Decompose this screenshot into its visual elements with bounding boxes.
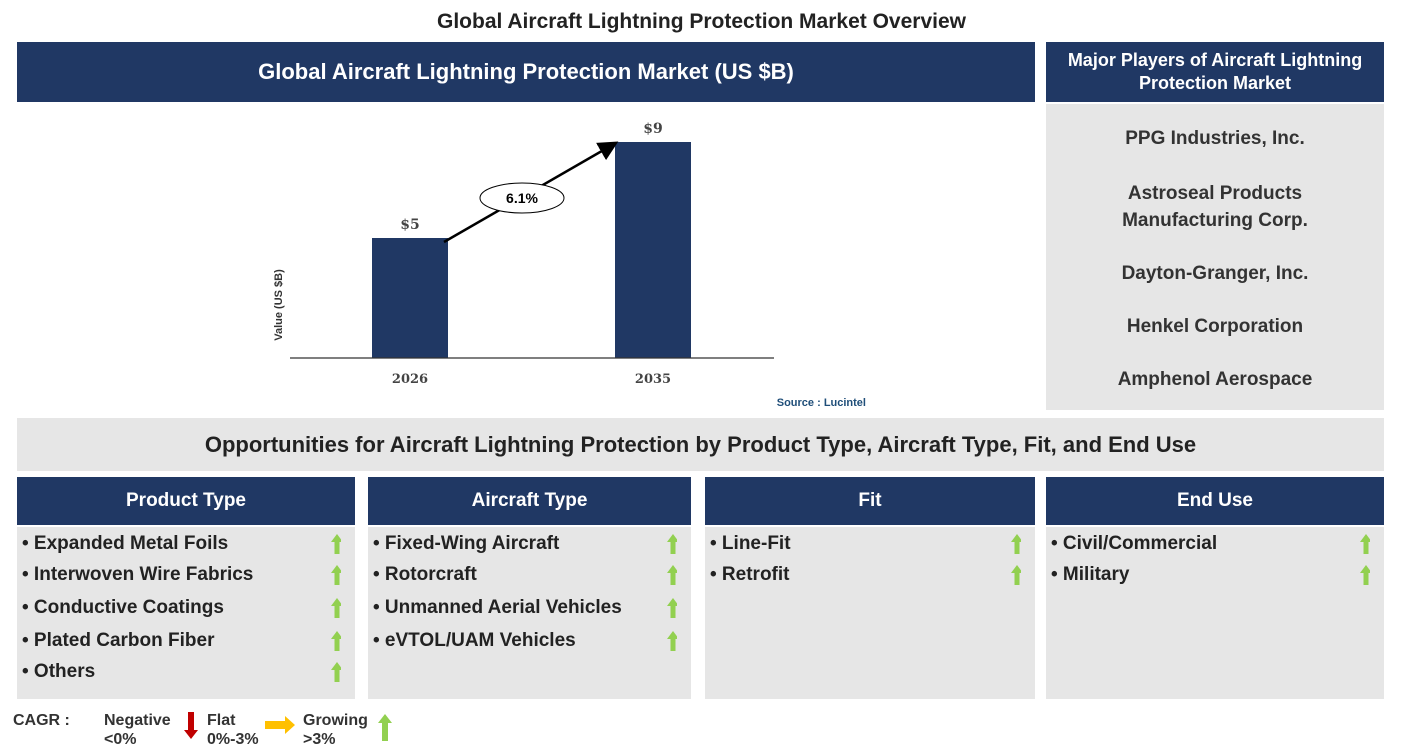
source-label: Source : Lucintel bbox=[777, 397, 866, 409]
arrow-up-green-icon bbox=[378, 714, 392, 741]
segment-item: • Interwoven Wire Fabrics bbox=[22, 564, 254, 585]
data-label: $9 bbox=[643, 121, 662, 137]
segment-item: • Retrofit bbox=[710, 564, 790, 585]
legend-cagr-label: CAGR : bbox=[13, 712, 70, 729]
segment-header: Fit bbox=[705, 477, 1035, 525]
player-item: Amphenol Aerospace bbox=[1117, 369, 1313, 390]
y-axis-label: Value (US $B) bbox=[273, 269, 285, 341]
segment-item: • Unmanned Aerial Vehicles bbox=[373, 597, 622, 618]
legend-growing-label: Growing bbox=[303, 712, 368, 729]
chart-header: Global Aircraft Lightning Protection Mar… bbox=[17, 42, 1035, 102]
main-title: Global Aircraft Lightning Protection Mar… bbox=[437, 10, 966, 33]
legend-flat-label: Flat bbox=[207, 712, 236, 729]
arrow-up-green-icon bbox=[667, 565, 677, 585]
legend-flat: Flat 0%-3% bbox=[207, 711, 259, 749]
segment-panel: • Line-Fit • Retrofit bbox=[705, 527, 1035, 699]
segment-item: • Military bbox=[1051, 564, 1130, 585]
arrow-up-green-icon bbox=[1011, 565, 1021, 585]
players-header: Major Players of Aircraft Lightning Prot… bbox=[1046, 42, 1384, 102]
segment-panel: • Expanded Metal Foils • Interwoven Wire … bbox=[17, 527, 355, 699]
bar-2026 bbox=[372, 238, 448, 358]
arrow-up-green-icon bbox=[331, 534, 341, 554]
segment-item: • Fixed-Wing Aircraft bbox=[373, 533, 560, 554]
segment-item: • Rotorcraft bbox=[373, 564, 477, 585]
arrow-up-green-icon bbox=[667, 534, 677, 554]
segment-panel: • Fixed-Wing Aircraft • Rotorcraft • Unman… bbox=[368, 527, 691, 699]
segment-item: • Line-Fit bbox=[710, 533, 791, 554]
cagr-ellipse bbox=[479, 182, 565, 214]
segment-header: Aircraft Type bbox=[368, 477, 691, 525]
arrow-down-red-icon bbox=[184, 712, 198, 739]
data-label: $5 bbox=[400, 217, 419, 233]
cagr-label: 6.1% bbox=[506, 190, 538, 206]
arrow-up-green-icon bbox=[331, 565, 341, 585]
legend-flat-range: 0%-3% bbox=[207, 731, 259, 748]
segment-header: End Use bbox=[1046, 477, 1384, 525]
arrow-up-green-icon bbox=[1360, 534, 1370, 554]
legend-growing: Growing >3% bbox=[303, 711, 368, 749]
segment-item: • Others bbox=[22, 661, 96, 682]
segment-item: • Plated Carbon Fiber bbox=[22, 630, 215, 651]
player-item: Henkel Corporation bbox=[1126, 316, 1304, 337]
legend-negative: Negative <0% bbox=[104, 711, 171, 749]
arrow-right-yellow-icon bbox=[265, 716, 295, 734]
segment-item: • eVTOL/UAM Vehicles bbox=[373, 630, 576, 651]
arrow-up-green-icon bbox=[667, 631, 677, 651]
segment-panel: • Civil/Commercial • Military bbox=[1046, 527, 1384, 699]
arrow-up-green-icon bbox=[331, 631, 341, 651]
segment-item: • Expanded Metal Foils bbox=[22, 533, 229, 554]
x-tick-label: 2026 bbox=[392, 372, 428, 387]
arrow-up-green-icon bbox=[331, 598, 341, 618]
arrow-up-green-icon bbox=[1360, 565, 1370, 585]
arrow-up-green-icon bbox=[331, 662, 341, 682]
segment-item: • Conductive Coatings bbox=[22, 597, 224, 618]
legend-negative-label: Negative bbox=[104, 712, 171, 729]
x-tick-label: 2035 bbox=[635, 372, 671, 387]
arrow-up-green-icon bbox=[1011, 534, 1021, 554]
players-panel: PPG Industries, Inc. Astroseal Products … bbox=[1046, 104, 1384, 410]
segment-item: • Civil/Commercial bbox=[1051, 533, 1218, 554]
legend-negative-range: <0% bbox=[104, 731, 137, 748]
bar-2035 bbox=[615, 142, 691, 358]
player-item: Dayton-Granger, Inc. bbox=[1121, 263, 1309, 284]
arrow-up-green-icon bbox=[667, 598, 677, 618]
bar-chart: Value (US $B) $5 2026 $9 2035 6.1% Source :… bbox=[273, 121, 866, 409]
opportunities-header: Opportunities for Aircraft Lightning Pro… bbox=[17, 418, 1384, 471]
player-item: Astroseal Products Manufacturing Corp. bbox=[1122, 183, 1308, 231]
legend-growing-range: >3% bbox=[303, 731, 336, 748]
segment-header: Product Type bbox=[17, 477, 355, 525]
player-item: PPG Industries, Inc. bbox=[1125, 128, 1305, 149]
